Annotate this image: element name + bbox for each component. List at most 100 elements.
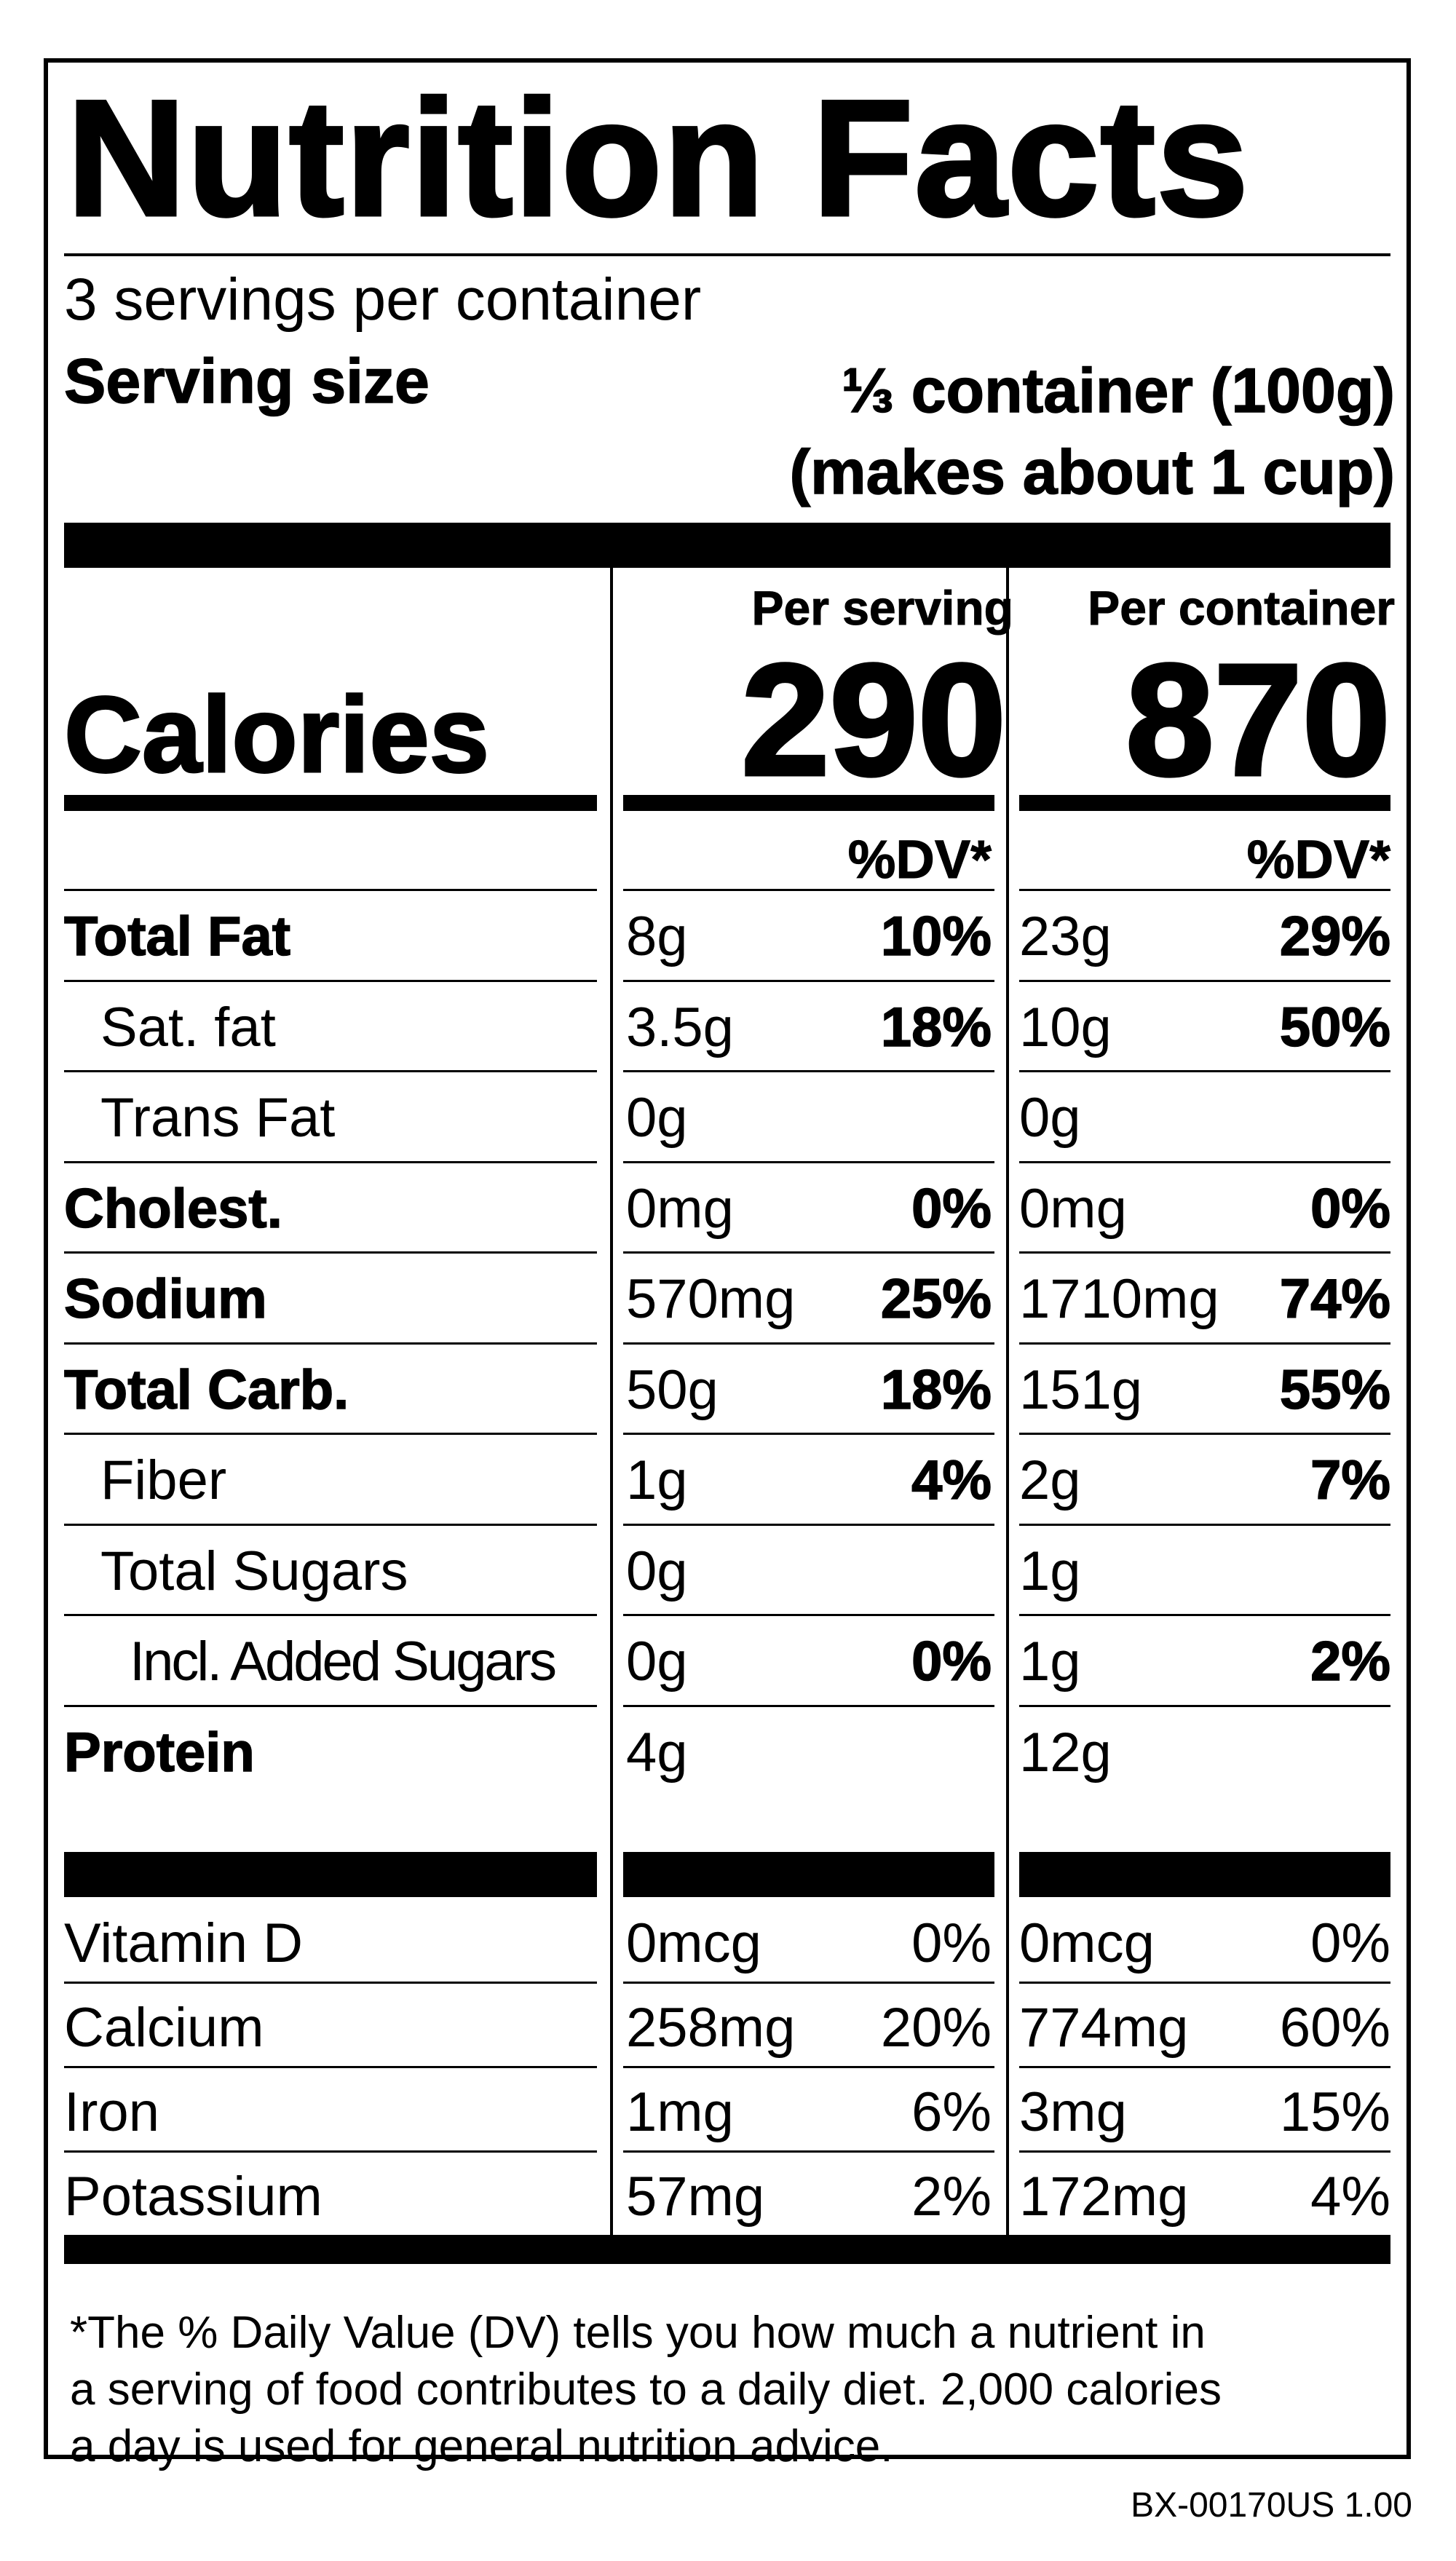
row-divider (1019, 979, 1390, 982)
row-divider (1019, 2150, 1390, 2153)
serving-amount: 57mg (626, 2166, 765, 2228)
serving-dv: 10% (880, 906, 992, 967)
thick-bar-bottom (64, 2235, 1390, 2264)
container-dv: 29% (1279, 906, 1391, 967)
container-amount: 3mg (1019, 2081, 1127, 2143)
footnote-line: a serving of food contributes to a daily… (70, 2364, 1222, 2415)
calories-per-serving: 290 (740, 632, 1008, 809)
nutrient-name: Total Sugars (100, 1540, 408, 1602)
container-dv: 0% (1310, 1912, 1390, 1974)
row-divider (623, 2150, 994, 2153)
row-divider (1019, 889, 1390, 891)
row-divider (64, 1070, 597, 1072)
container-dv: 4% (1310, 2166, 1390, 2228)
vitamin-name: Iron (64, 2081, 159, 2143)
container-amount: 0mcg (1019, 1912, 1155, 1974)
row-divider (1019, 2066, 1390, 2068)
row-divider (1019, 1523, 1390, 1526)
container-amount: 151g (1019, 1358, 1143, 1421)
container-dv: 74% (1279, 1268, 1391, 1330)
row-divider (64, 1704, 597, 1707)
container-amount: 12g (1019, 1721, 1112, 1784)
calories-bar-name (64, 795, 597, 811)
row-divider (1019, 1614, 1390, 1616)
per-container-header: Per container (1088, 581, 1396, 635)
row-divider (64, 2066, 597, 2068)
serving-amount: 8g (626, 906, 688, 967)
row-divider (64, 1982, 597, 1984)
protein-bar-name (64, 1852, 597, 1897)
container-amount: 774mg (1019, 1997, 1189, 2059)
serving-amount: 3.5g (626, 996, 734, 1058)
serving-amount: 0g (626, 1540, 688, 1602)
row-divider (623, 1704, 994, 1707)
row-divider (623, 1614, 994, 1616)
row-divider (1019, 1704, 1390, 1707)
nutrient-name: Sodium (63, 1268, 267, 1330)
dv-header-container: %DV* (1246, 829, 1390, 890)
serving-dv: 18% (880, 1358, 992, 1421)
row-divider (623, 889, 994, 891)
serving-amount: 4g (626, 1721, 688, 1784)
calories-per-container: 870 (1124, 632, 1393, 809)
container-dv: 55% (1279, 1358, 1391, 1421)
row-divider (623, 1070, 994, 1072)
calories-label: Calories (63, 675, 490, 795)
serving-amount: 570mg (626, 1268, 796, 1330)
row-divider (1019, 1251, 1390, 1254)
serving-dv: 4% (911, 1449, 992, 1511)
container-amount: 1g (1019, 1631, 1081, 1693)
row-divider (64, 2150, 597, 2153)
row-divider (1019, 1982, 1390, 1984)
label-title: Nutrition Facts (66, 66, 1251, 250)
container-amount: 0mg (1019, 1177, 1127, 1240)
calories-bar-serving (623, 795, 994, 811)
container-amount: 0g (1019, 1087, 1081, 1149)
thick-bar-top (64, 523, 1390, 568)
calories-bar-container (1019, 795, 1390, 811)
row-divider (64, 1342, 597, 1345)
serving-amount: 1g (626, 1449, 688, 1511)
row-divider (623, 1342, 994, 1345)
serving-dv: 2% (911, 2166, 992, 2228)
serving-size-value: ⅓ container (100g) (makes about 1 cup) (789, 350, 1396, 513)
serving-amount: 50g (626, 1358, 719, 1421)
container-dv: 0% (1310, 1177, 1390, 1240)
serving-amount: 258mg (626, 1997, 796, 2059)
protein-bar-container (1019, 1852, 1390, 1897)
nutrient-name: Protein (63, 1721, 255, 1784)
container-amount: 23g (1019, 906, 1112, 967)
serving-dv: 0% (911, 1177, 992, 1240)
serving-amount: 0g (626, 1631, 688, 1693)
dv-header-serving: %DV* (847, 829, 992, 890)
serving-amount: 0g (626, 1087, 688, 1149)
serving-amount: 1mg (626, 2081, 734, 2143)
vitamin-name: Calcium (64, 1997, 264, 2059)
row-divider (64, 1251, 597, 1254)
nutrient-name: Trans Fat (100, 1087, 336, 1149)
row-divider (1019, 1342, 1390, 1345)
label-code: BX-00170US 1.00 (1131, 2486, 1412, 2525)
nutrient-name: Total Carb. (63, 1358, 349, 1421)
footnote-line: a day is used for general nutrition advi… (70, 2421, 893, 2471)
container-dv: 50% (1279, 996, 1391, 1058)
row-divider (623, 1982, 994, 1984)
container-amount: 10g (1019, 996, 1112, 1058)
footnote-line: *The % Daily Value (DV) tells you how mu… (70, 2308, 1206, 2358)
nutrient-name: Fiber (100, 1449, 227, 1511)
row-divider (623, 2066, 994, 2068)
row-divider (64, 889, 597, 891)
servings-per-container: 3 servings per container (64, 266, 702, 333)
row-divider (1019, 1070, 1390, 1072)
row-divider (64, 1160, 597, 1163)
container-amount: 1710mg (1019, 1268, 1219, 1330)
row-divider (623, 979, 994, 982)
row-divider (623, 1160, 994, 1163)
row-divider (64, 1523, 597, 1526)
row-divider (64, 979, 597, 982)
row-divider (1019, 1160, 1390, 1163)
per-serving-header: Per serving (751, 581, 1014, 635)
serving-dv: 18% (880, 996, 992, 1058)
row-divider (623, 1523, 994, 1526)
serving-size-label: Serving size (63, 347, 430, 416)
